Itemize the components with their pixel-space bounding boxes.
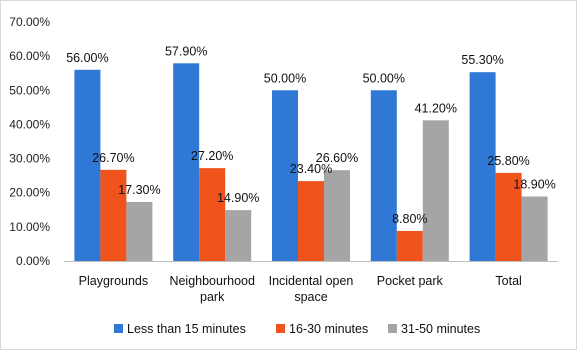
bar xyxy=(126,201,153,261)
data-label: 18.90% xyxy=(513,177,555,191)
data-labels: 56.00% 26.70% 17.30% 57.90% 27.20% 14.90% 50.0… xyxy=(66,44,556,226)
data-label: 57.90% xyxy=(165,44,207,58)
bar xyxy=(495,172,522,261)
legend-label: Less than 15 minutes xyxy=(127,322,246,336)
category-labels: Playgrounds Neighbourhood park Incidental o… xyxy=(79,274,522,304)
data-label: 17.30% xyxy=(118,183,160,197)
category-label: Incidental open xyxy=(269,274,354,288)
data-label: 41.20% xyxy=(415,101,457,115)
bar xyxy=(422,120,449,262)
bars xyxy=(74,63,548,262)
legend-label: 16-30 minutes xyxy=(289,322,368,336)
bar xyxy=(324,170,350,261)
data-label: 8.80% xyxy=(392,212,427,226)
bar xyxy=(272,90,298,262)
legend-swatch xyxy=(388,324,397,333)
bar xyxy=(225,210,252,261)
bar xyxy=(173,63,200,261)
y-tick-label: 60.00% xyxy=(9,49,50,63)
y-tick-label: 50.00% xyxy=(9,83,50,97)
legend: Less than 15 minutes 16-30 minutes 31-50 m… xyxy=(114,322,480,336)
data-label: 26.60% xyxy=(316,151,358,165)
category-label: Total xyxy=(495,274,521,288)
legend-swatch xyxy=(276,324,285,333)
category-label: park xyxy=(200,290,225,304)
y-tick-label: 10.00% xyxy=(9,220,50,234)
bar xyxy=(396,230,423,261)
bar xyxy=(370,90,397,262)
category-label: Pocket park xyxy=(377,274,444,288)
category-label: Playgrounds xyxy=(79,274,149,288)
y-tick-label: 0.00% xyxy=(16,254,50,268)
legend-label: 31-50 minutes xyxy=(401,322,480,336)
bar xyxy=(469,72,496,261)
bar xyxy=(298,181,324,261)
legend-swatch xyxy=(114,324,123,333)
y-axis-ticks: 0.00% 10.00% 20.00% 30.00% 40.00% 50.00% 60.00… xyxy=(9,15,50,268)
category-label: space xyxy=(294,290,327,304)
data-label: 27.20% xyxy=(191,149,233,163)
y-tick-label: 70.00% xyxy=(9,15,50,29)
category-label: Neighbourhood xyxy=(169,274,255,288)
data-label: 50.00% xyxy=(264,71,306,85)
data-label: 23.40% xyxy=(290,162,332,176)
y-tick-label: 40.00% xyxy=(9,117,50,131)
bar xyxy=(74,69,101,261)
data-label: 14.90% xyxy=(217,191,259,205)
bar xyxy=(199,168,226,261)
y-tick-label: 30.00% xyxy=(9,152,50,166)
data-label: 55.30% xyxy=(461,53,503,67)
bar xyxy=(521,196,548,261)
y-tick-label: 20.00% xyxy=(9,186,50,200)
data-label: 26.70% xyxy=(92,151,134,165)
bar xyxy=(100,169,127,261)
data-label: 56.00% xyxy=(66,51,108,65)
data-label: 25.80% xyxy=(487,154,529,168)
data-label: 50.00% xyxy=(363,71,405,85)
